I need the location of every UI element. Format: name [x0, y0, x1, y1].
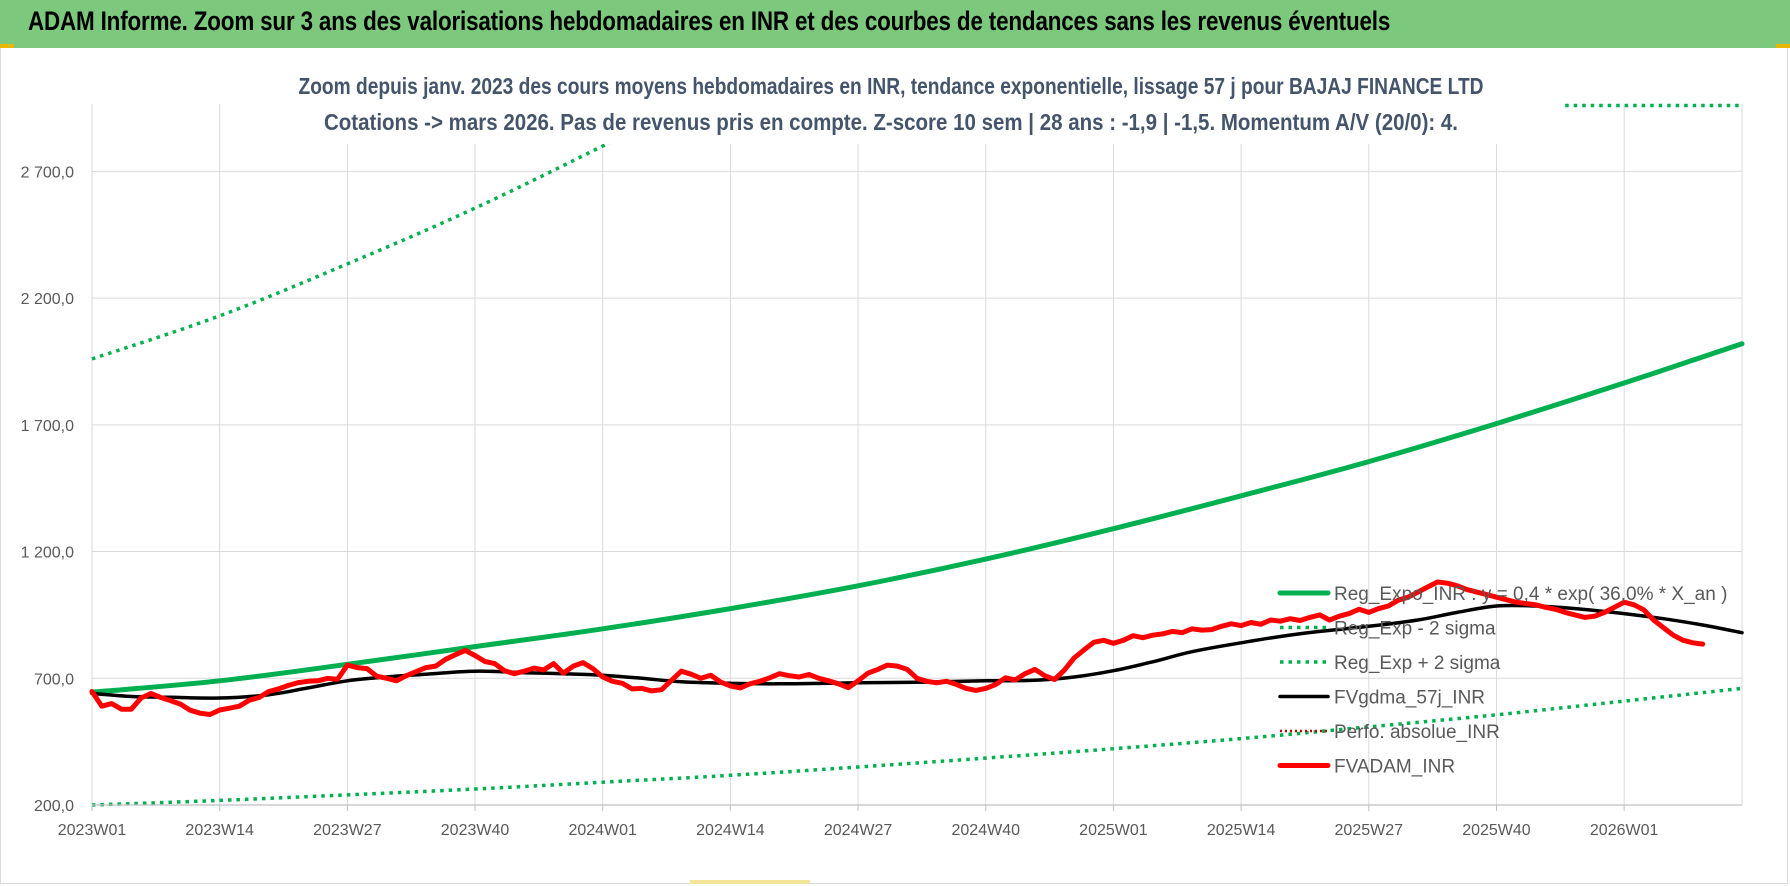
legend-label: Reg_Expo_INR : y = 0,4 * exp( 36,0% * X_…	[1334, 584, 1727, 605]
x-tick-label: 2025W14	[1207, 822, 1276, 839]
chart-title-line-2: Cotations -> mars 2026. Pas de revenus p…	[324, 109, 1458, 135]
grid-layer	[91, 104, 1743, 806]
legend-label: Perfo. absolue_INR	[1334, 722, 1500, 743]
series-layer	[89, 103, 1745, 807]
corner-marker-left	[0, 44, 14, 48]
x-tick-label: 2026W01	[1590, 822, 1659, 839]
y-tick-label: 2 700,0	[21, 164, 74, 181]
x-tick-label: 2023W40	[441, 822, 510, 839]
x-tick-label: 2025W01	[1079, 822, 1148, 839]
x-tick-label: 2024W40	[952, 822, 1021, 839]
x-tick-label: 2023W27	[313, 822, 382, 839]
x-tick-label: 2024W14	[696, 822, 765, 839]
x-tick-label: 2023W14	[185, 822, 254, 839]
x-tick-label: 2023W01	[58, 822, 127, 839]
y-tick-label: 700,0	[34, 671, 74, 688]
x-tick-label: 2025W27	[1335, 822, 1404, 839]
y-tick-label: 1 200,0	[21, 545, 74, 562]
axis-layer: 200,0 700,0 1 200,0 1 700,0 2 200,0 2 700,0 20…	[21, 164, 1742, 839]
page-title: ADAM Informe. Zoom sur 3 ans des valoris…	[28, 6, 1391, 36]
corner-marker-right	[1776, 44, 1790, 48]
legend-label: FVgdma_57j_INR	[1334, 688, 1485, 709]
y-tick-label: 200,0	[34, 798, 74, 815]
legend-label: Reg_Exp + 2 sigma	[1334, 653, 1501, 674]
bottom-marker	[690, 880, 810, 884]
chart-title-line-1: Zoom depuis janv. 2023 des cours moyens …	[299, 73, 1484, 99]
y-tick-label: 1 700,0	[21, 418, 74, 435]
x-tick-label: 2025W40	[1462, 822, 1531, 839]
y-tick-label: 2 200,0	[21, 291, 74, 308]
legend: Reg_Expo_INR : y = 0,4 * exp( 36,0% * X_…	[1277, 584, 1727, 778]
series-line-5	[89, 579, 1706, 717]
series-line-1	[91, 686, 1743, 807]
legend-label: FVADAM_INR	[1334, 757, 1455, 778]
x-tick-label: 2024W27	[824, 822, 893, 839]
chart-title-background	[270, 68, 1520, 144]
series-line-0	[89, 341, 1745, 695]
series-line-2	[91, 103, 683, 361]
x-tick-label: 2024W01	[568, 822, 637, 839]
legend-label: Reg_Exp - 2 sigma	[1334, 619, 1496, 640]
header-bar: ADAM Informe. Zoom sur 3 ans des valoris…	[0, 0, 1790, 48]
